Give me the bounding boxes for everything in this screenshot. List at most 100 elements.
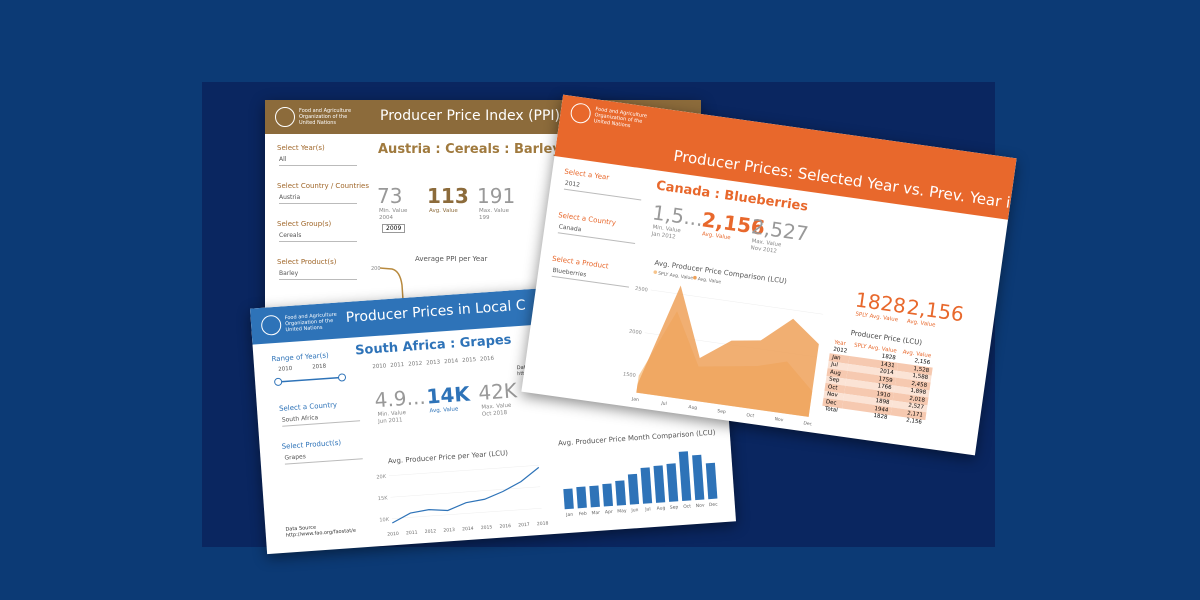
kpi-label: Max. Value [479,208,509,214]
x-tick-label: Feb [579,511,588,518]
bar [666,463,679,502]
legend-swatch [693,275,697,280]
mini-line [380,267,405,315]
dropdown[interactable]: Canada [557,223,637,245]
y-tick-label: 20K [376,474,387,481]
x-tick-label: Aug [688,404,698,411]
x-tick-label: 2015 [481,524,493,531]
bar [627,473,640,505]
kpi-label: Min. Value [379,208,408,214]
dropdown[interactable]: Barley [279,270,357,280]
filter-label: Select a Country [278,400,338,413]
kpi-label: Avg. Value [429,406,459,415]
line [391,466,540,524]
dropdown[interactable]: All [279,156,357,166]
x-tick-label: 2011 [406,530,418,537]
year-option: 2013 [426,359,441,367]
bar [576,486,587,509]
dropdown[interactable]: 2012 [563,179,643,201]
heading: Austria : Cereals : Barley [378,142,561,157]
area-chart: Avg. Producer Price Comparison (LCU)1500… [623,259,824,427]
kpi-value: 73 [377,184,403,208]
legend-swatch [653,270,658,274]
org: Food and Agriculture Organization of the… [299,108,352,126]
year-option: 2016 [479,355,495,363]
x-tick-label: May [617,508,627,515]
y-tick-label: 2500 [635,286,648,294]
bar [563,488,574,510]
title: Producer Price Index (PPI) [380,108,561,124]
dropdown[interactable]: Austria [279,194,357,204]
title: Producer Prices in Local C [345,297,527,327]
bar [653,465,666,503]
dropdown[interactable]: South Africa [281,411,361,427]
dropdown[interactable]: Blueberries [551,266,631,288]
chart-title: Avg. Producer Price per Year (LCU) [388,449,509,465]
x-tick-label: Apr [605,509,613,516]
kpi-sub: Jun 2011 [378,417,403,426]
canada-card: Food and Agriculture Organization of the… [521,94,1017,456]
range-from: 2010 [278,365,293,373]
bar [705,462,718,500]
bar [602,483,614,507]
x-tick-label: Sep [670,504,679,511]
year-option: 2015 [461,357,477,365]
table: Year SPLY Avg. Value Avg. Value 2012 1828 2,1… [821,338,934,427]
local-card: Food and Agriculture Organization of the… [249,275,737,555]
x-tick-label: Oct [746,412,755,419]
y-tick-label: 2000 [629,329,642,337]
x-tick-label: Dec [709,502,719,509]
x-tick-label: Dec [803,420,813,427]
bar [678,451,692,502]
year-chip: 2009 [382,224,406,233]
grid-line [390,486,541,498]
bar [692,454,705,501]
table-cell: Total [824,406,839,415]
x-tick-label: Jun [630,507,639,514]
x-tick-label: Nov [774,416,784,423]
logo [275,107,295,127]
x-tick-label: Mar [591,510,600,517]
grid-line [388,464,539,476]
kpi-label: Avg. Value [429,208,458,214]
x-tick-label: Jan [631,396,640,403]
filter-label: Select Product(s) [277,258,337,266]
x-tick-label: Oct [683,503,691,510]
kpi-value: 4.9... [373,384,427,413]
bar [589,485,600,508]
chart-title: Average PPI per Year [415,255,488,263]
x-tick-label: 2016 [499,523,511,530]
filter-label: Select Product(s) [281,438,342,451]
chart-title: Avg. Producer Price Month Comparison (LC… [558,429,716,448]
kpi-value: 42K [477,378,518,405]
org: Food and Agriculture Organization of the… [593,106,648,130]
year-option: 2011 [390,362,405,370]
kpi-value: 113 [427,184,469,208]
x-tick-label: 2013 [443,527,455,534]
x-tick-label: Aug [656,505,665,512]
filter-label: Range of Year(s) [271,351,330,364]
x-tick-label: Sep [717,408,726,415]
x-tick-label: 2012 [425,528,437,535]
org: Food and Agriculture Organization of the… [284,311,337,334]
year-option: 2012 [408,360,423,368]
year-option: 2010 [372,363,387,371]
x-tick-label: 2017 [518,522,530,529]
kpi-value: 191 [477,184,516,208]
range-slider[interactable] [273,372,348,387]
year-option: 2014 [443,358,459,366]
x-tick-label: Nov [696,502,706,509]
dropdown[interactable]: Cereals [279,232,357,242]
bar [640,467,653,504]
x-tick-label: Jan [565,512,573,519]
dropdown[interactable]: Grapes [284,449,363,465]
x-tick-label: Jul [660,400,667,407]
filter-label: Select Year(s) [277,144,325,152]
x-tick-label: Jul [644,506,651,512]
kpi-sub: Oct 2018 [481,410,508,418]
x-tick-label: 2014 [462,526,474,533]
bar [615,480,627,506]
range-to: 2018 [312,363,327,371]
